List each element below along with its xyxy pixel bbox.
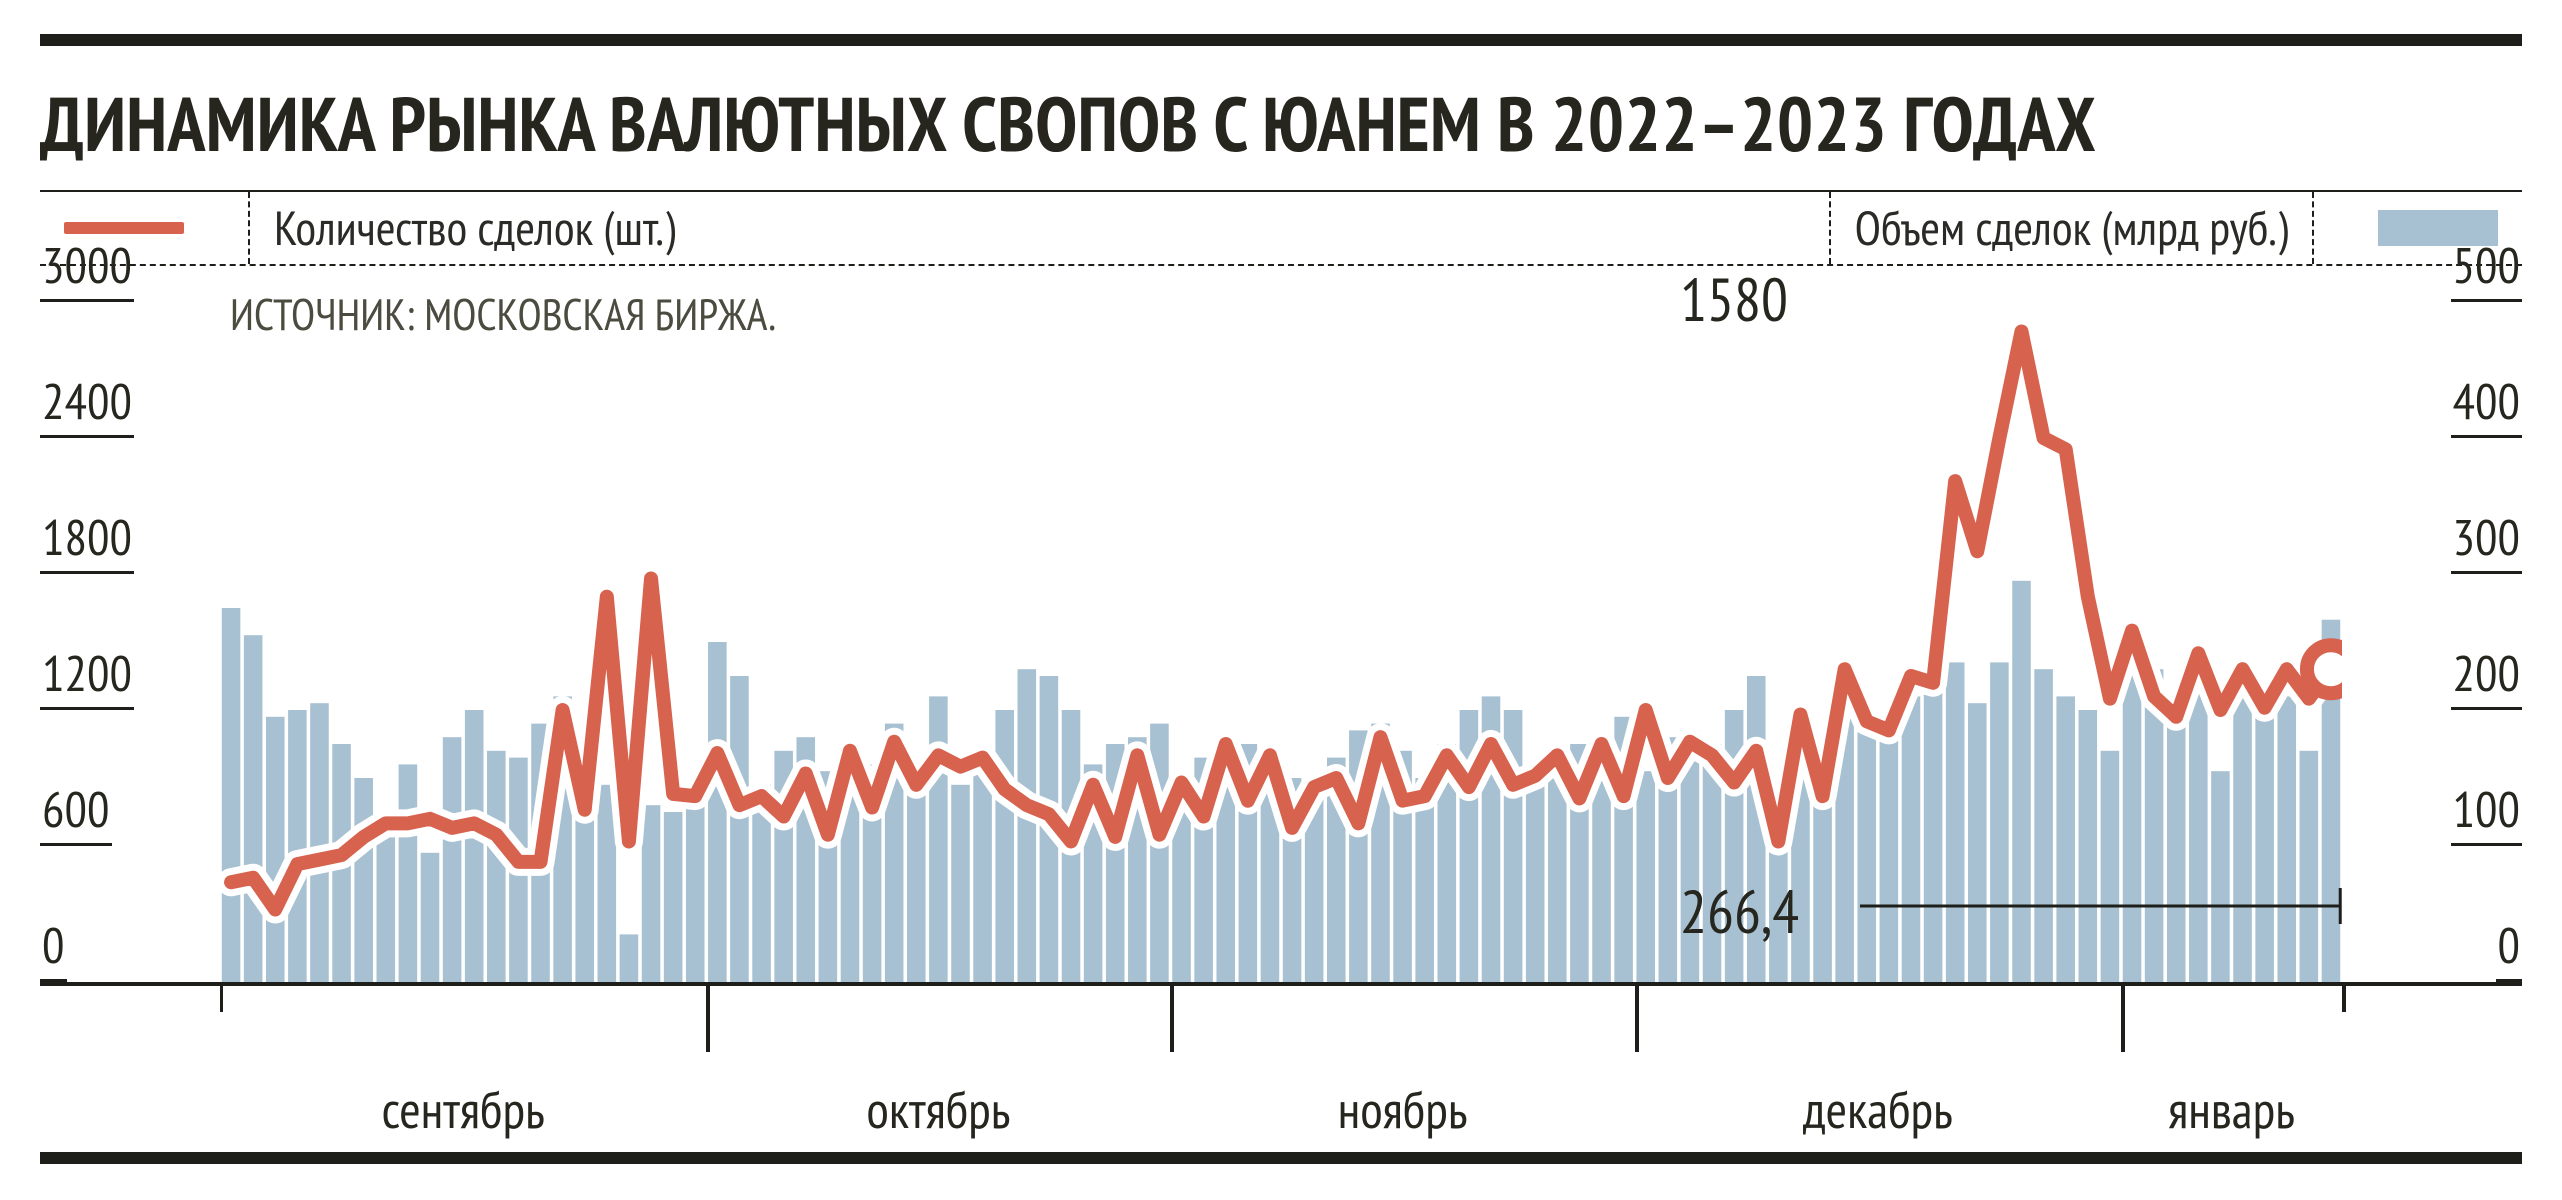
plot-area: ИСТОЧНИК: МОСКОВСКАЯ БИРЖА. 060012001800… [40,274,2522,1164]
bar [2056,696,2075,982]
top-rule [40,34,2522,46]
legend-line-label: Количество сделок (шт.) [250,192,699,264]
y-right-tick: 100 [2451,776,2523,846]
x-tick [1635,982,1639,1052]
y-axis-right: 0100200300400500 [2342,302,2522,982]
x-label: октябрь [866,1076,1010,1143]
bar [399,764,418,982]
bar [1924,676,1943,982]
y-right-tick: 0 [2496,912,2523,982]
y-right-tick: 300 [2451,504,2523,574]
bar [973,771,992,982]
x-tick [2121,982,2125,1052]
bar [951,785,970,982]
y-right-tick: 400 [2451,368,2523,438]
x-label: январь [2168,1076,2295,1143]
y-left-tick: 1200 [40,640,134,710]
bar [421,853,440,982]
y-right-tick: 500 [2451,232,2523,302]
bar [266,717,285,982]
bar [354,778,373,982]
bar [1902,696,1921,982]
x-tick [1170,982,1174,1052]
bar [664,812,683,982]
x-label: декабрь [1803,1076,1953,1143]
bar [2101,751,2120,982]
bar [244,635,263,982]
y-left-tick: 0 [40,912,67,982]
bar [730,676,749,982]
bar [2167,717,2186,982]
bar [1813,792,1832,982]
legend-bar-label: Объем сделок (млрд руб.) [1829,192,2312,264]
bar [1880,737,1899,982]
x-tick [220,982,223,1012]
bar [2300,751,2319,982]
x-label: ноябрь [1338,1076,1468,1143]
bar [1990,662,2009,982]
bar [620,934,639,982]
callout-last: 266,4 [1680,872,1799,950]
y-right-tick: 200 [2451,640,2523,710]
y-left-tick: 1800 [40,504,134,574]
bar [1636,771,1655,982]
callout-peak: 1580 [1680,260,1788,338]
bar [2211,771,2230,982]
bar [1592,771,1611,982]
bar [929,696,948,982]
x-label: сентябрь [382,1076,545,1143]
chart-title: ДИНАМИКА РЫНКА ВАЛЮТНЫХ СВОПОВ С ЮАНЕМ В… [40,74,2522,172]
bottom-rule [40,1152,2522,1164]
bar [2079,710,2098,982]
bar [1526,785,1545,982]
bar [288,710,307,982]
y-axis-left: 06001200180024003000 [40,302,220,982]
x-tick [706,982,710,1052]
bar [642,805,661,982]
bar [708,642,727,982]
bar [310,703,329,982]
bar [995,710,1014,982]
y-left-tick: 3000 [40,232,134,302]
bar [222,608,241,982]
legend: Количество сделок (шт.) Объем сделок (мл… [40,190,2522,266]
y-left-tick: 600 [40,776,112,846]
bar [2189,690,2208,982]
bar [2255,717,2274,982]
chart-svg [220,302,2342,982]
x-axis-labels: сентябрь октябрь ноябрь декабрь январь [40,982,2522,1152]
end-marker [2307,645,2342,693]
bar [1018,669,1037,982]
bar [907,771,926,982]
bar [2034,669,2053,982]
bar [2277,696,2296,982]
bar [686,805,705,982]
bar [443,737,462,982]
bar [2012,581,2031,982]
bar [1857,717,1876,982]
y-left-tick: 2400 [40,368,134,438]
bar [1946,662,1965,982]
bar [487,751,506,982]
bar [1968,703,1987,982]
x-tick [2342,982,2346,1012]
bar [465,710,484,982]
